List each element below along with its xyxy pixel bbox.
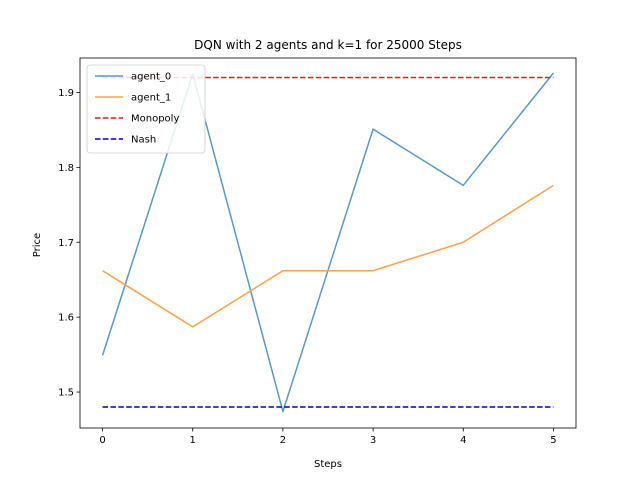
x-axis: 0 1 2 3 4 5 (99, 428, 557, 446)
y-tick-label: 1.6 (58, 313, 74, 324)
series-line-agent-1 (102, 184, 554, 328)
legend-label-agent-0: agent_0 (131, 72, 171, 83)
x-tick-label: 1 (190, 435, 196, 446)
x-tick-label: 0 (99, 435, 105, 446)
x-tick-label: 4 (460, 435, 466, 446)
x-tick-label: 2 (280, 435, 286, 446)
y-tick-label: 1.9 (58, 88, 74, 99)
y-axis: 1.5 1.6 1.7 1.8 1.9 (58, 88, 80, 399)
y-tick-label: 1.5 (58, 388, 74, 399)
y-axis-label: Price (32, 233, 43, 257)
x-axis-label: Steps (314, 459, 342, 470)
legend-box (86, 64, 206, 154)
legend-label-nash: Nash (131, 135, 156, 146)
y-tick-label: 1.8 (58, 163, 74, 174)
legend-label-agent-1: agent_1 (131, 93, 171, 104)
chart-title: DQN with 2 agents and k=1 for 25000 Step… (194, 38, 462, 52)
plot-area (79, 57, 577, 429)
plot-frame (79, 57, 577, 429)
y-tick-label: 1.7 (58, 238, 74, 249)
x-tick-label: 5 (550, 435, 556, 446)
legend: agent_0 agent_1 Monopoly Nash (86, 64, 206, 154)
legend-label-monopoly: Monopoly (131, 114, 179, 125)
x-tick-label: 3 (370, 435, 376, 446)
